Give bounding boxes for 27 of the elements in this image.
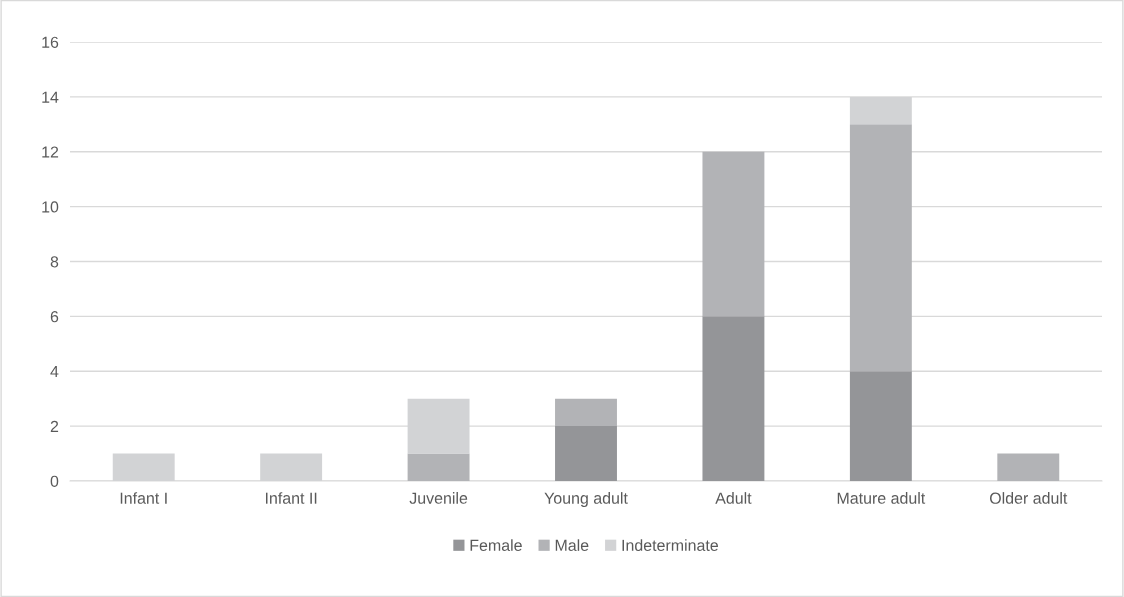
y-tick-label: 2 bbox=[50, 420, 59, 432]
y-tick-label: 8 bbox=[50, 256, 59, 268]
bar bbox=[702, 316, 765, 481]
x-tick-label: Infant II bbox=[265, 492, 317, 504]
bar bbox=[849, 371, 912, 481]
x-tick-label: Mature adult bbox=[837, 492, 926, 504]
y-tick-label: 14 bbox=[42, 91, 59, 103]
bar bbox=[407, 453, 470, 481]
x-tick-label: Young adult bbox=[544, 492, 628, 507]
x-tick-label: Infant I bbox=[120, 492, 167, 504]
y-tick-label: 12 bbox=[42, 146, 59, 158]
bar bbox=[555, 426, 617, 481]
x-tick-label: Older adult bbox=[989, 492, 1068, 504]
x-tick-label: Juvenile bbox=[409, 492, 468, 504]
y-tick-label: 6 bbox=[50, 311, 59, 323]
legend-label: Male bbox=[555, 539, 589, 552]
y-tick-label: 0 bbox=[50, 475, 59, 487]
legend-label: Female bbox=[470, 539, 522, 552]
y-tick-label: 4 bbox=[50, 366, 59, 378]
bar bbox=[849, 124, 912, 372]
bar bbox=[555, 398, 617, 427]
bar bbox=[997, 453, 1060, 481]
y-tick-label: 16 bbox=[42, 36, 59, 48]
x-tick-label: Adult bbox=[715, 492, 752, 504]
bar bbox=[702, 151, 765, 317]
legend-label: Indeterminate bbox=[622, 539, 718, 552]
y-tick-label: 10 bbox=[42, 201, 59, 213]
